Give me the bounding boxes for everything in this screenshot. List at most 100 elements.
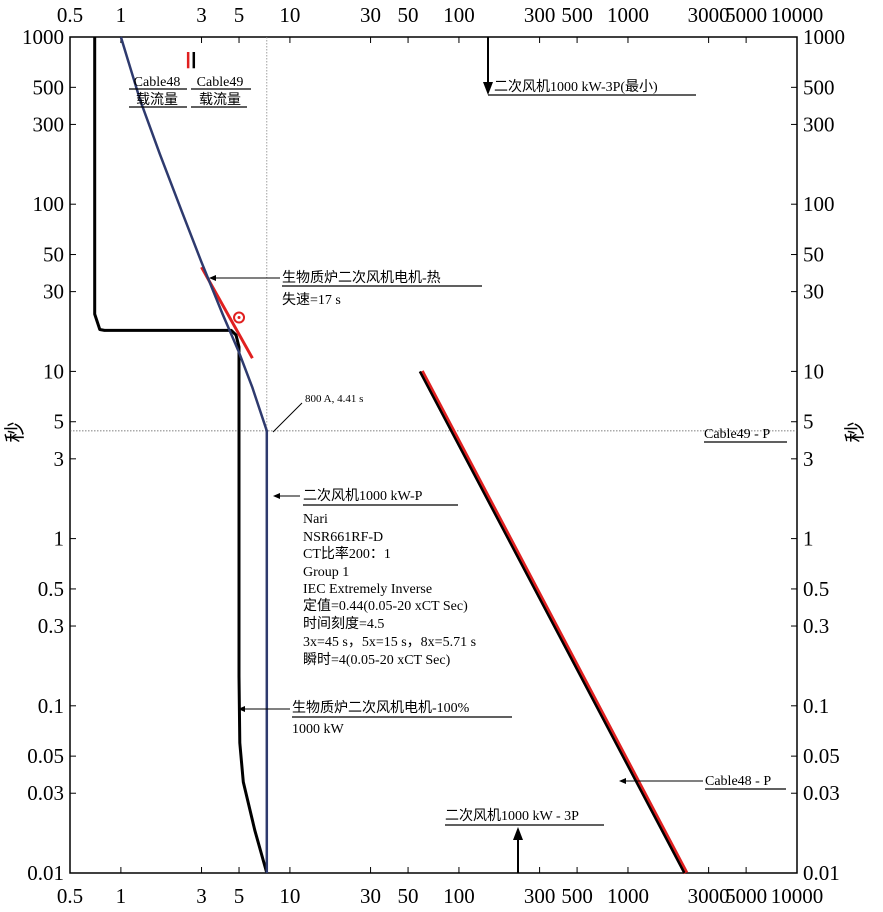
- y-tick-label-right: 30: [803, 280, 824, 304]
- svg-text:IEC Extremely Inverse: IEC Extremely Inverse: [303, 582, 432, 597]
- stall-point-marker: [233, 311, 246, 324]
- x-tick-label-top: 1: [116, 3, 127, 27]
- x-tick-label-top: 0.5: [57, 3, 83, 27]
- y-axis-title-right: 秒: [843, 422, 867, 443]
- y-tick-label-left: 0.3: [38, 614, 64, 638]
- svg-text:CT比率200：1: CT比率200：1: [303, 545, 391, 562]
- y-tick-label-left: 0.01: [27, 861, 64, 885]
- y-tick-label-right: 500: [803, 75, 835, 99]
- y-tick-label-left: 50: [43, 243, 64, 267]
- svg-text:Cable48 - P: Cable48 - P: [705, 774, 771, 789]
- x-tick-label-top: 50: [398, 3, 419, 27]
- y-tick-label-left: 10: [43, 359, 64, 383]
- svg-text:定值=0.44(0.05-20 xCT Sec): 定值=0.44(0.05-20 xCT Sec): [303, 598, 468, 614]
- x-tick-label-top: 300: [524, 3, 556, 27]
- left-y-axis: 0.01 0.03 0.05 0.1 0.3 0.5 1 3 5 10 30 50 100 300 500 1…: [22, 25, 76, 885]
- y-tick-label-left: 500: [33, 75, 65, 99]
- svg-text:3x=45 s，5x=15 s，8x=5.71 s: 3x=45 s，5x=15 s，8x=5.71 s: [303, 635, 476, 650]
- svg-text:Cable49: Cable49: [197, 75, 244, 90]
- thermal-annotation: 生物质炉二次风机电机-热 失速=17 s: [209, 270, 482, 308]
- svg-text:载流量: 载流量: [199, 92, 241, 108]
- svg-text:1000 kW: 1000 kW: [292, 722, 345, 737]
- svg-text:NSR661RF-D: NSR661RF-D: [303, 530, 383, 545]
- arrow-3p-min: 二次风机1000 kW-3P(最小): [483, 37, 696, 96]
- x-tick-label-bottom: 50: [398, 884, 419, 908]
- x-tick-label-bottom: 100: [443, 884, 475, 908]
- motor-annotation: 生物质炉二次风机电机-100% 1000 kW: [238, 700, 512, 737]
- y-tick-label-left: 0.05: [27, 744, 64, 768]
- y-axis-title-left: 秒: [3, 422, 27, 443]
- svg-text:800 A, 4.41 s: 800 A, 4.41 s: [305, 393, 363, 405]
- y-tick-label-right: 0.5: [803, 577, 829, 601]
- series-line-cable48: [418, 370, 686, 874]
- x-tick-label-top: 10: [279, 3, 300, 27]
- y-tick-label-right: 100: [803, 192, 835, 216]
- series-line-motor: [93, 37, 269, 874]
- svg-text:失速=17 s: 失速=17 s: [282, 292, 341, 308]
- right-y-axis: 0.01 0.03 0.05 0.1 0.3 0.5 1 3 5 10 30 50 100 300 500 1…: [791, 25, 845, 885]
- x-tick-label-top: 3: [196, 3, 207, 27]
- cable48-curve-label: Cable48 - P: [619, 774, 786, 790]
- x-tick-label-bottom: 10000: [771, 884, 824, 908]
- svg-text:瞬时=4(0.05-20 xCT Sec): 瞬时=4(0.05-20 xCT Sec): [303, 652, 451, 668]
- y-tick-label-right: 3: [803, 447, 814, 471]
- relay-annotation: 二次风机1000 kW-P Nari NSR661RF-D CT比率200：1 …: [273, 488, 476, 668]
- x-tick-label-top: 100: [443, 3, 475, 27]
- x-tick-label-bottom: 5: [234, 884, 245, 908]
- svg-text:Cable49 - P: Cable49 - P: [704, 427, 770, 442]
- x-tick-label-bottom: 5000: [725, 884, 767, 908]
- x-tick-label-bottom: 500: [561, 884, 593, 908]
- x-tick-label-top: 10000: [771, 3, 824, 27]
- x-tick-label-bottom: 10: [279, 884, 300, 908]
- y-tick-label-right: 0.01: [803, 861, 840, 885]
- svg-text:二次风机1000 kW - 3P: 二次风机1000 kW - 3P: [445, 808, 579, 824]
- y-tick-label-left: 100: [33, 192, 65, 216]
- series-line-relay: [119, 36, 269, 873]
- series-line-cable48-edge: [419, 370, 689, 875]
- svg-text:二次风机1000 kW-3P(最小): 二次风机1000 kW-3P(最小): [494, 79, 658, 95]
- y-tick-label-right: 1: [803, 527, 814, 551]
- svg-text:时间刻度=4.5: 时间刻度=4.5: [303, 616, 384, 632]
- svg-text:Group 1: Group 1: [303, 565, 349, 580]
- y-tick-label-right: 5: [803, 410, 814, 434]
- svg-text:生物质炉二次风机电机-100%: 生物质炉二次风机电机-100%: [292, 700, 470, 716]
- y-tick-label-left: 300: [33, 112, 65, 136]
- x-tick-label-top: 5: [234, 3, 245, 27]
- y-tick-label-left: 0.03: [27, 781, 64, 805]
- plot-frame: [69, 36, 798, 874]
- y-tick-label-left: 0.5: [38, 577, 64, 601]
- y-tick-label-right: 0.05: [803, 744, 840, 768]
- pickup-annotation: 800 A, 4.41 s: [272, 393, 363, 433]
- y-tick-label-right: 10: [803, 359, 824, 383]
- x-tick-label-bottom: 3: [196, 884, 207, 908]
- svg-text:Cable48: Cable48: [134, 75, 181, 90]
- y-tick-label-right: 0.03: [803, 781, 840, 805]
- svg-text:载流量: 载流量: [136, 92, 178, 108]
- y-tick-label-left: 0.1: [38, 694, 64, 718]
- arrow-3p: 二次风机1000 kW - 3P: [445, 808, 604, 873]
- y-tick-label-left: 5: [54, 410, 65, 434]
- y-tick-label-right: 0.3: [803, 614, 829, 638]
- x-tick-label-top: 30: [360, 3, 381, 27]
- x-tick-label-bottom: 3000: [688, 884, 730, 908]
- cable49-ampacity-label: Cable49 载流量: [191, 75, 251, 108]
- x-tick-label-bottom: 30: [360, 884, 381, 908]
- y-tick-label-left: 3: [54, 447, 65, 471]
- cable48-ampacity-label: Cable48 载流量: [129, 75, 187, 108]
- svg-text:生物质炉二次风机电机-热: 生物质炉二次风机电机-热: [282, 270, 441, 286]
- svg-text:二次风机1000 kW-P: 二次风机1000 kW-P: [303, 488, 423, 504]
- y-tick-label-right: 0.1: [803, 694, 829, 718]
- y-tick-label-right: 1000: [803, 25, 845, 49]
- x-tick-label-bottom: 1000: [607, 884, 649, 908]
- x-tick-label-bottom: 1: [116, 884, 127, 908]
- y-tick-label-left: 1: [54, 527, 65, 551]
- x-tick-label-top: 1000: [607, 3, 649, 27]
- cable49-curve-label: Cable49 - P: [704, 427, 787, 443]
- x-tick-label-top: 5000: [725, 3, 767, 27]
- x-tick-label-bottom: 0.5: [57, 884, 83, 908]
- x-tick-label-top: 500: [561, 3, 593, 27]
- y-tick-label-left: 1000: [22, 25, 64, 49]
